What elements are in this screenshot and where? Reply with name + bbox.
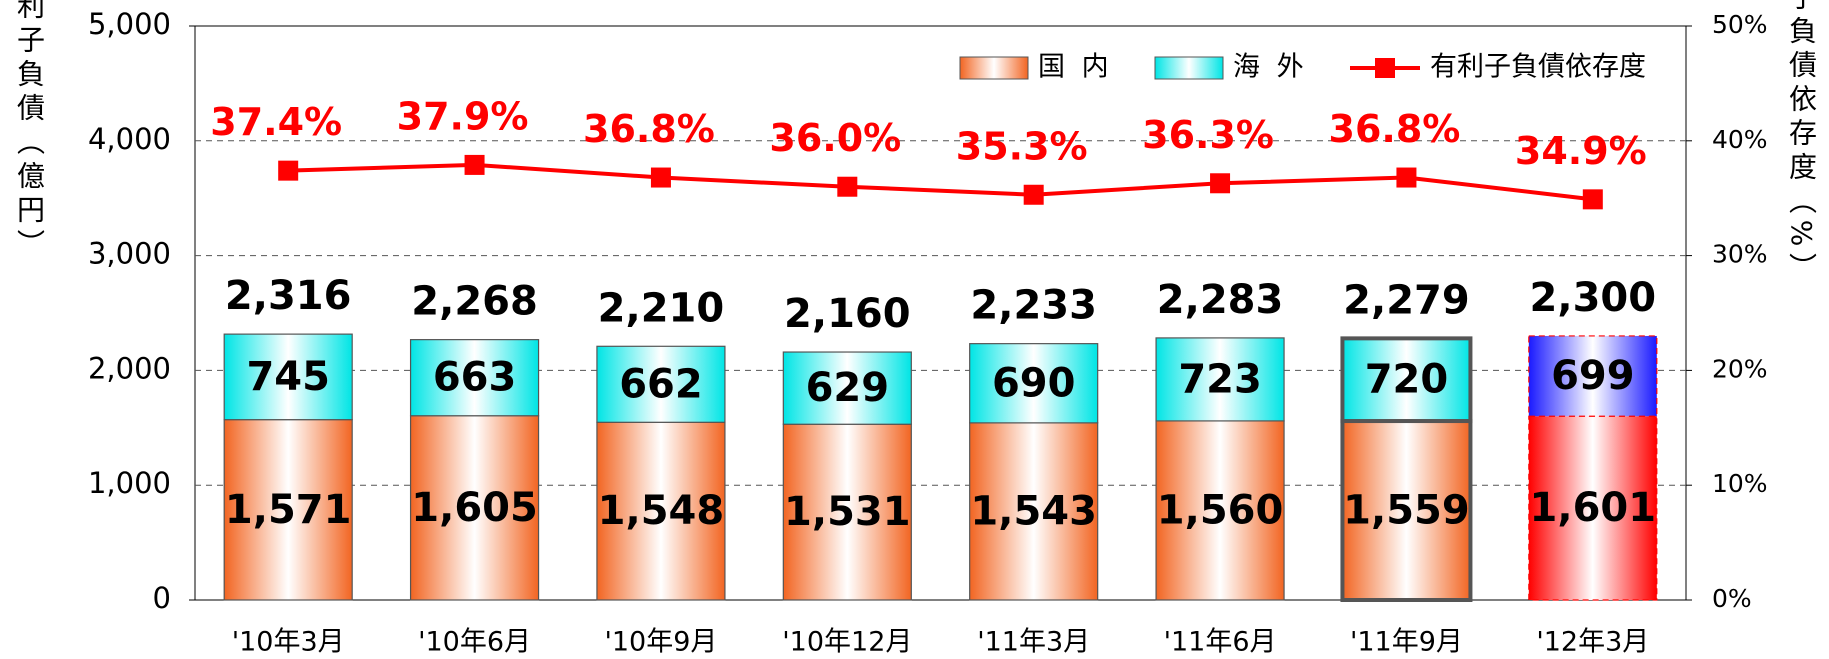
bar-value-label: 663 xyxy=(433,355,517,401)
line-value-label: 37.4% xyxy=(210,100,342,144)
total-label: 2,160 xyxy=(784,291,911,337)
legend-marker xyxy=(1375,58,1395,78)
bar xyxy=(596,345,726,423)
line-value-label: 36.3% xyxy=(1142,113,1274,157)
line-marker xyxy=(1210,173,1231,194)
y-tick-label: 2,000 xyxy=(88,351,171,385)
line-marker xyxy=(650,167,671,188)
total-label: 2,316 xyxy=(225,273,352,319)
x-tick-label: '10年6月 xyxy=(418,627,531,658)
bar xyxy=(1155,420,1285,601)
bar xyxy=(1340,336,1473,424)
bar-value-label: 745 xyxy=(246,354,330,400)
plot-area xyxy=(194,25,1687,601)
line-value-label: 36.8% xyxy=(583,107,715,151)
legend-label: 国 内 xyxy=(1038,52,1113,83)
bar-value-label: 723 xyxy=(1178,356,1262,402)
bar-value-label: 629 xyxy=(806,365,890,411)
line-value-label: 36.0% xyxy=(769,116,901,160)
bar-value-label: 662 xyxy=(619,361,703,407)
bar xyxy=(1528,415,1658,601)
line-marker xyxy=(1396,167,1417,188)
bar-value-label: 720 xyxy=(1365,357,1449,403)
line-value-label: 36.8% xyxy=(1329,107,1461,151)
line-marker xyxy=(1582,189,1603,210)
total-label: 2,279 xyxy=(1343,277,1470,323)
bar xyxy=(1528,335,1658,417)
y2-tick-label: 10% xyxy=(1712,469,1768,498)
y2-tick-label: 30% xyxy=(1712,240,1768,269)
legend-swatch xyxy=(959,56,1029,80)
line-marker xyxy=(837,176,858,197)
x-tick-label: '11年6月 xyxy=(1164,627,1277,658)
bar xyxy=(223,333,353,421)
y-tick-label: 4,000 xyxy=(88,122,171,156)
line-value-label: 34.9% xyxy=(1515,129,1647,173)
line-marker xyxy=(464,154,485,175)
y-tick-label: 3,000 xyxy=(88,237,171,271)
line-value-label: 35.3% xyxy=(956,124,1088,168)
y-tick-label: 0 xyxy=(153,581,171,615)
legend-label: 有利子負債依存度 xyxy=(1430,52,1646,83)
bar-value-label: 1,601 xyxy=(1530,485,1657,531)
x-tick-label: '10年3月 xyxy=(232,627,345,658)
legend-label: 海 外 xyxy=(1233,52,1308,83)
x-tick-label: '11年9月 xyxy=(1350,627,1463,658)
bar xyxy=(782,351,912,425)
total-label: 2,210 xyxy=(598,285,725,331)
bar xyxy=(1155,337,1285,422)
y-tick-label: 1,000 xyxy=(88,466,171,500)
total-label: 2,300 xyxy=(1530,275,1657,321)
bar-value-label: 1,559 xyxy=(1343,488,1470,534)
line-marker xyxy=(278,160,299,181)
bar-value-label: 1,560 xyxy=(1157,487,1284,533)
total-label: 2,233 xyxy=(970,283,1097,329)
bar xyxy=(969,343,1099,424)
bar-value-label: 1,548 xyxy=(598,488,725,534)
y2-tick-label: 50% xyxy=(1712,10,1768,39)
bar-value-label: 1,571 xyxy=(225,487,352,533)
x-tick-label: '12年3月 xyxy=(1536,627,1649,658)
bar-value-label: 1,605 xyxy=(411,485,538,531)
legend-swatch xyxy=(1154,56,1224,80)
y2-tick-label: 20% xyxy=(1712,354,1768,383)
bar-value-label: 1,531 xyxy=(784,489,911,535)
bar-value-label: 690 xyxy=(992,360,1076,406)
y2-tick-label: 40% xyxy=(1712,125,1768,154)
y2-tick-label: 0% xyxy=(1712,584,1752,613)
bar xyxy=(409,339,540,417)
x-tick-label: '10年12月 xyxy=(782,627,912,658)
total-label: 2,268 xyxy=(411,279,538,325)
x-tick-label: '10年9月 xyxy=(604,627,717,658)
x-tick-label: '11年3月 xyxy=(977,627,1090,658)
bar-value-label: 699 xyxy=(1551,353,1635,399)
total-label: 2,283 xyxy=(1157,277,1284,323)
y-axis-label: 有利子負債（億円） xyxy=(13,0,46,263)
line-value-label: 37.9% xyxy=(397,94,529,138)
bar-value-label: 1,543 xyxy=(970,488,1097,534)
line-series xyxy=(288,162,1594,202)
line-marker xyxy=(1023,184,1044,205)
bar xyxy=(1340,419,1473,602)
y2-axis-label: 有利子負債依存度（%） xyxy=(1785,0,1818,286)
y-tick-label: 5,000 xyxy=(88,7,171,41)
bar xyxy=(223,419,353,601)
